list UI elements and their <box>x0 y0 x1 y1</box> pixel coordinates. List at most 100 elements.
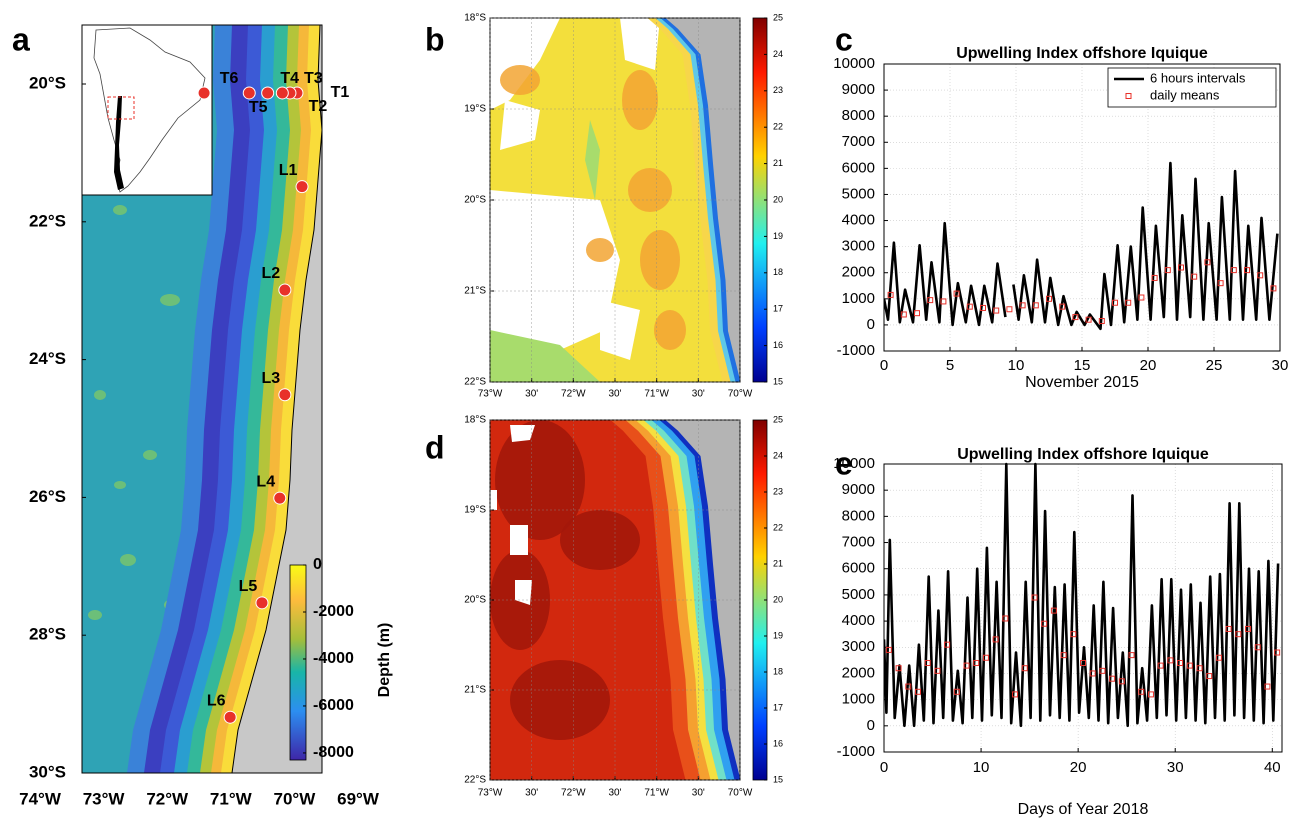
legend-label: daily means <box>1150 87 1220 102</box>
colorbar-tick-label: 18 <box>773 267 783 277</box>
daily-mean-marker <box>1245 625 1252 632</box>
panel-letter: c <box>835 21 853 57</box>
coastline <box>231 25 322 773</box>
y-tick-label: 9000 <box>842 81 875 98</box>
daily-mean-marker <box>1032 302 1039 309</box>
daily-mean-marker <box>1138 294 1145 301</box>
daily-mean-marker <box>1089 670 1096 677</box>
daily-mean-marker <box>905 683 912 690</box>
y-tick-label: 28°S <box>29 625 66 644</box>
y-tick-label: 19°S <box>464 104 486 115</box>
daily-mean-marker <box>966 303 973 310</box>
x-tick-label: 5 <box>946 357 954 374</box>
x-tick-label: 25 <box>1206 357 1223 374</box>
land <box>665 18 740 380</box>
x-tick-label: 69°W <box>337 789 380 808</box>
x-tick-label: 71°W <box>644 788 669 799</box>
station-label: T4 <box>280 70 299 87</box>
y-tick-label: 18°S <box>464 13 486 24</box>
colorbar-tick-label: 21 <box>773 158 783 168</box>
x-tick-label: 40 <box>1264 759 1281 776</box>
daily-mean-marker <box>1112 299 1118 306</box>
daily-mean-marker <box>1196 665 1203 672</box>
daily-mean-marker <box>1012 691 1019 698</box>
y-tick-label: 0 <box>867 316 875 333</box>
daily-mean-marker <box>963 662 970 669</box>
seamount <box>114 481 126 489</box>
colorbar-tick-label: 15 <box>773 376 783 386</box>
seamount <box>113 205 127 215</box>
legend-swatch <box>1125 93 1132 99</box>
missing-data <box>500 100 540 150</box>
daily-mean-marker <box>1254 644 1261 651</box>
y-tick-label: 9000 <box>842 481 875 498</box>
colorbar <box>289 564 307 761</box>
y-tick-label: 0 <box>867 717 875 734</box>
x-tick-label: 30' <box>608 389 621 400</box>
panel-letter: b <box>425 21 445 57</box>
inset-region-box <box>107 96 135 120</box>
y-tick-label: 8000 <box>842 507 875 524</box>
daily-mean-marker <box>980 304 986 311</box>
series-line <box>884 462 1280 728</box>
daily-mean-marker <box>1125 299 1132 306</box>
legend-label: 6 hours intervals <box>1150 70 1246 85</box>
daily-mean-marker <box>900 311 907 318</box>
station <box>275 86 289 100</box>
station-label: L4 <box>256 473 275 490</box>
x-axis-title: Days of Year 2018 <box>1018 801 1149 818</box>
y-tick-label: 19°S <box>464 505 486 516</box>
daily-mean-marker <box>1002 615 1009 622</box>
daily-mean-marker <box>1167 657 1174 664</box>
plot-layer <box>884 462 1280 728</box>
panel-letter: a <box>12 21 30 57</box>
station-label: L2 <box>262 265 281 282</box>
x-tick-label: 30 <box>1272 357 1289 374</box>
legend-box <box>1107 67 1277 108</box>
daily-mean-marker <box>1006 306 1013 313</box>
daily-mean-marker <box>1098 317 1105 324</box>
colorbar-tick-label: 23 <box>773 486 783 496</box>
daily-mean-marker <box>1177 659 1184 666</box>
colorbar-tick-label: 19 <box>773 630 783 640</box>
daily-mean-marker <box>1270 285 1277 292</box>
x-tick-label: 72°W <box>561 788 586 799</box>
colorbar-tick-label: 22 <box>773 522 783 532</box>
daily-mean-marker <box>973 659 980 666</box>
y-tick-label: 2000 <box>842 664 875 681</box>
missing-data <box>510 425 535 442</box>
station <box>273 491 287 505</box>
daily-mean-marker <box>924 659 931 666</box>
colorbar-tick-label: 25 <box>773 12 783 22</box>
daily-mean-marker <box>1060 652 1067 659</box>
seamount <box>94 390 106 400</box>
daily-mean-marker <box>953 688 960 695</box>
missing-data <box>490 190 620 350</box>
station <box>255 596 269 610</box>
daily-mean-marker <box>927 297 934 304</box>
y-tick-label: 1000 <box>842 691 875 708</box>
x-tick-label: 30' <box>525 389 538 400</box>
daily-mean-marker <box>1178 264 1184 271</box>
x-tick-label: 71°W <box>210 789 253 808</box>
colorbar-tick-label: 17 <box>773 702 783 712</box>
colorbar-tick-label: -6000 <box>313 697 354 714</box>
daily-mean-marker <box>1230 267 1237 274</box>
daily-mean-marker <box>1031 594 1038 601</box>
daily-mean-marker <box>1206 673 1213 680</box>
axes-box <box>883 63 1281 352</box>
y-tick-label: 21°S <box>464 685 486 696</box>
x-tick-label: 72°W <box>146 789 189 808</box>
x-tick-label: 30' <box>608 788 621 799</box>
x-tick-label: 15 <box>1074 357 1091 374</box>
station-label: T3 <box>304 70 323 87</box>
x-tick-label: 74°W <box>19 789 62 808</box>
y-tick-label: 26°S <box>29 487 66 506</box>
missing-data <box>510 525 528 555</box>
colorbar-tick-label: 19 <box>773 231 783 241</box>
x-tick-label: 71°W <box>644 389 669 400</box>
colorbar-tick-label: 15 <box>773 774 783 784</box>
station-label: L5 <box>239 578 258 595</box>
cool-patch <box>490 330 600 382</box>
colorbar-tick-label: 16 <box>773 738 783 748</box>
